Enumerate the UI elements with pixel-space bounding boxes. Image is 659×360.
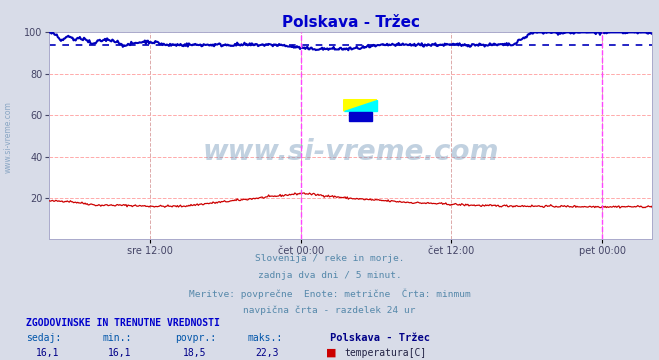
Text: ■: ■ xyxy=(326,347,337,357)
Text: ZGODOVINSKE IN TRENUTNE VREDNOSTI: ZGODOVINSKE IN TRENUTNE VREDNOSTI xyxy=(26,318,220,328)
Text: Meritve: povprečne  Enote: metrične  Črta: minmum: Meritve: povprečne Enote: metrične Črta:… xyxy=(188,288,471,299)
Text: min.:: min.: xyxy=(102,333,132,343)
Text: zadnja dva dni / 5 minut.: zadnja dva dni / 5 minut. xyxy=(258,271,401,280)
Text: 22,3: 22,3 xyxy=(255,348,279,358)
Text: navpična črta - razdelek 24 ur: navpična črta - razdelek 24 ur xyxy=(243,306,416,315)
Text: www.si-vreme.com: www.si-vreme.com xyxy=(203,139,499,166)
Polygon shape xyxy=(344,100,377,111)
Text: 18,5: 18,5 xyxy=(183,348,206,358)
Text: temperatura[C]: temperatura[C] xyxy=(344,348,426,358)
Title: Polskava - Tržec: Polskava - Tržec xyxy=(282,15,420,30)
Text: www.si-vreme.com: www.si-vreme.com xyxy=(4,101,13,173)
Bar xyxy=(349,112,372,121)
Text: povpr.:: povpr.: xyxy=(175,333,215,343)
Text: 16,1: 16,1 xyxy=(36,348,59,358)
Text: Polskava - Tržec: Polskava - Tržec xyxy=(330,333,430,343)
Text: 16,1: 16,1 xyxy=(108,348,132,358)
Text: maks.:: maks.: xyxy=(247,333,282,343)
Polygon shape xyxy=(344,100,377,111)
Text: Slovenija / reke in morje.: Slovenija / reke in morje. xyxy=(255,254,404,263)
Text: sedaj:: sedaj: xyxy=(26,333,61,343)
